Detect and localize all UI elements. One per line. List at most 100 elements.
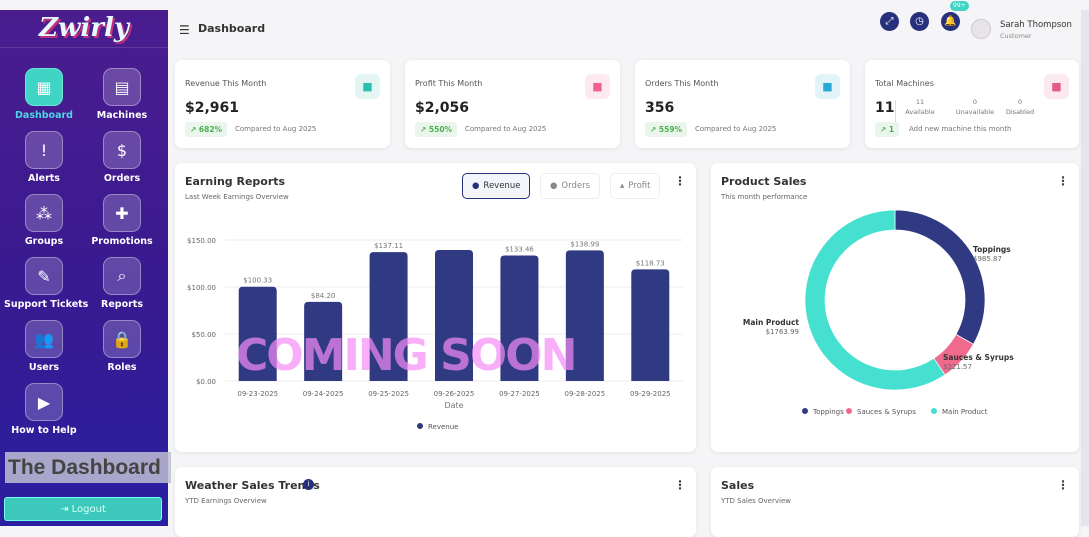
- card-title: Sales: [721, 479, 755, 492]
- earning-bar-chart: $0.00 $50.00 $100.00 $150.00 $100.33 09-23-20…: [187, 237, 683, 431]
- sidebar-item-groups[interactable]: ⁂ Groups: [4, 194, 84, 247]
- sales-card: Sales YTD Sales Overview ⋮: [711, 467, 1079, 537]
- kpi-card: Revenue This Month ■ $2,961 ↗ 682% Compa…: [175, 60, 390, 148]
- more-options-icon[interactable]: ⋮: [674, 478, 686, 492]
- legend-marker: [802, 408, 808, 414]
- bar-value-label: $138.99: [570, 240, 599, 248]
- notification-badge: 99+: [950, 1, 969, 11]
- more-options-icon[interactable]: ⋮: [1057, 478, 1069, 492]
- kpi-title: Total Machines: [875, 79, 934, 88]
- sidebar-item-roles[interactable]: 🔒 Roles: [82, 320, 162, 373]
- sidebar-item-reports[interactable]: ⌕ Reports: [82, 257, 162, 310]
- machine-icon: ■: [1044, 74, 1069, 99]
- machine-stat: 0 Unavailable: [951, 98, 999, 116]
- hand-money-icon: ▴: [620, 181, 625, 191]
- trend-value: 682%: [198, 125, 223, 134]
- info-icon[interactable]: i: [303, 479, 314, 490]
- sidebar-item-support-tickets[interactable]: ✎ Support Tickets: [4, 257, 89, 310]
- sidebar-item-machines[interactable]: ▤ Machines: [82, 68, 162, 121]
- logout-button[interactable]: ⇥ Logout: [4, 497, 162, 521]
- sidebar-item-label: Alerts: [28, 173, 60, 184]
- kpi-note: Compared to Aug 2025: [695, 125, 777, 133]
- clock-icon[interactable]: ◷: [910, 12, 929, 31]
- kpi-note: Compared to Aug 2025: [235, 125, 317, 133]
- tab-revenue[interactable]: ● Revenue: [462, 173, 531, 199]
- slice-value-label: $985.87: [973, 255, 1002, 263]
- bar: [435, 249, 473, 381]
- scrollbar[interactable]: [1081, 10, 1089, 526]
- tab-orders[interactable]: ● Orders: [540, 173, 601, 199]
- more-options-icon[interactable]: ⋮: [1057, 174, 1069, 188]
- cupcake-icon: ●: [550, 181, 558, 191]
- x-tick-label: 09-24-2025: [303, 390, 344, 398]
- logout-label: Logout: [71, 504, 106, 515]
- slice-name-label: Toppings: [973, 245, 1011, 254]
- legend-marker: [417, 423, 423, 429]
- sidebar-item-label: How to Help: [11, 425, 77, 436]
- x-tick-label: 09-25-2025: [368, 390, 409, 398]
- bar-value-label: $84.20: [311, 292, 336, 300]
- sidebar-item-label: Machines: [96, 110, 148, 121]
- kpi-value: $2,961: [185, 100, 240, 116]
- sidebar: Zwirly ▦ Dashboard ▤ Machines! Alerts $ Orders…: [0, 10, 168, 526]
- top-bar: ☰ Dashboard: [168, 10, 1081, 48]
- trend-badge: ↗ 550%: [415, 122, 458, 137]
- bell-icon[interactable]: 🔔: [941, 12, 960, 31]
- sidebar-item-alerts[interactable]: ! Alerts: [4, 131, 84, 184]
- trend-value: 550%: [428, 125, 453, 134]
- report-search-icon: ⌕: [103, 257, 141, 295]
- stat-label: Available: [905, 108, 935, 116]
- kpi-title: Revenue This Month: [185, 79, 267, 88]
- bar: [238, 286, 277, 381]
- card-subtitle: This month performance: [721, 193, 808, 201]
- invoice-icon: $: [103, 131, 141, 169]
- donut-slice: [804, 209, 946, 391]
- sidebar-item-label: Orders: [103, 173, 141, 184]
- bar-value-label: $133.46: [505, 246, 534, 254]
- sidebar-item-how-to-help[interactable]: ▶ How to Help: [4, 383, 84, 436]
- machine-icon: ▤: [103, 68, 141, 106]
- bar: [369, 252, 408, 381]
- weather-sales-card: Weather Sales Trends i YTD Earnings Over…: [175, 467, 696, 537]
- kpi-value: $2,056: [415, 100, 470, 116]
- fullscreen-icon[interactable]: ⤢: [880, 12, 899, 31]
- money-bag-icon: ●: [472, 181, 480, 191]
- groups-icon: ⁂: [25, 194, 63, 232]
- sidebar-item-dashboard[interactable]: ▦ Dashboard: [4, 68, 84, 121]
- sidebar-item-label: Dashboard: [15, 110, 73, 121]
- card-subtitle: YTD Earnings Overview: [185, 497, 267, 505]
- tab-label: Revenue: [483, 181, 521, 191]
- x-tick-label: 09-28-2025: [565, 390, 606, 398]
- slice-value-label: $1763.99: [766, 328, 799, 336]
- sidebar-item-label: Promotions: [91, 236, 153, 247]
- y-tick-label: $100.00: [187, 284, 216, 292]
- sidebar-item-promotions[interactable]: ✚ Promotions: [82, 194, 162, 247]
- tab-profit[interactable]: ▴ Profit: [610, 173, 661, 199]
- kpi-card: Total Machines ■ 11 ↗ 1 Add new machine …: [865, 60, 1079, 148]
- machine-stat: 11 Available: [901, 98, 939, 116]
- sidebar-item-orders[interactable]: $ Orders: [82, 131, 162, 184]
- user-lock-icon: 🔒: [103, 320, 141, 358]
- avatar[interactable]: [971, 19, 991, 39]
- tab-label: Orders: [561, 181, 591, 191]
- sidebar-item-label: Reports: [101, 299, 143, 310]
- tab-label: Profit: [628, 181, 651, 191]
- kpi-note: Compared to Aug 2025: [465, 125, 547, 133]
- dashboard-icon: ▦: [25, 68, 63, 106]
- hamburger-menu-icon[interactable]: ☰: [179, 23, 190, 37]
- more-options-icon[interactable]: ⋮: [674, 174, 686, 188]
- x-tick-label: 09-29-2025: [630, 390, 671, 398]
- bar: [500, 255, 539, 381]
- alert-icon: !: [25, 131, 63, 169]
- user-name[interactable]: Sarah Thompson: [1000, 20, 1072, 30]
- sidebar-item-label: Support Tickets: [4, 299, 89, 310]
- bar-value-label: $118.73: [636, 259, 665, 267]
- video-caption: The Dashboard: [5, 452, 171, 483]
- x-axis-label: Date: [444, 401, 463, 410]
- sidebar-item-users[interactable]: 👥 Users: [4, 320, 84, 373]
- card-title: Weather Sales Trends: [185, 479, 320, 492]
- kpi-card: Profit This Month ■ $2,056 ↗ 550% Compar…: [405, 60, 620, 148]
- card-title: Product Sales: [721, 175, 807, 188]
- sidebar-item-label: Roles: [107, 362, 137, 373]
- bar: [304, 301, 343, 381]
